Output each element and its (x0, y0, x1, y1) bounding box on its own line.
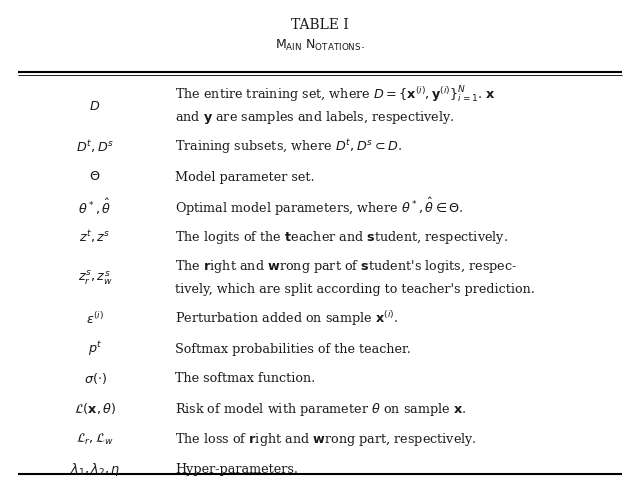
Text: $\epsilon^{(i)}$: $\epsilon^{(i)}$ (86, 311, 104, 327)
Text: $z^t, z^s$: $z^t, z^s$ (79, 229, 111, 245)
Text: Optimal model parameters, where $\theta^*, \hat{\theta} \in \Theta$.: Optimal model parameters, where $\theta^… (175, 196, 463, 218)
Text: and $\mathbf{y}$ are samples and labels, respectively.: and $\mathbf{y}$ are samples and labels,… (175, 109, 454, 126)
Text: $z_r^s, z_w^s$: $z_r^s, z_w^s$ (77, 269, 113, 287)
Text: $D^t, D^s$: $D^t, D^s$ (76, 139, 114, 155)
Text: $\mathrm{M}_{\mathrm{AIN}}\ \mathrm{N}_{\mathrm{OTATIONS}}.$: $\mathrm{M}_{\mathrm{AIN}}\ \mathrm{N}_{… (275, 38, 365, 53)
Text: The entire training set, where $D = \{\mathbf{x}^{(i)}, \mathbf{y}^{(i)}\}_{i=1}: The entire training set, where $D = \{\m… (175, 85, 495, 104)
Text: $p^t$: $p^t$ (88, 340, 102, 358)
Text: Model parameter set.: Model parameter set. (175, 170, 315, 183)
Text: $\Theta$: $\Theta$ (90, 170, 100, 183)
Text: The loss of $\mathbf{r}$ight and $\mathbf{w}$rong part, respectively.: The loss of $\mathbf{r}$ight and $\mathb… (175, 430, 477, 448)
Text: Softmax probabilities of the teacher.: Softmax probabilities of the teacher. (175, 343, 411, 355)
Text: TABLE I: TABLE I (291, 18, 349, 32)
Text: tively, which are split according to teacher's prediction.: tively, which are split according to tea… (175, 283, 535, 296)
Text: The $\mathbf{r}$ight and $\mathbf{w}$rong part of $\mathbf{s}$tudent's logits, r: The $\mathbf{r}$ight and $\mathbf{w}$ron… (175, 258, 517, 275)
Text: $\mathcal{L}(\mathbf{x}, \theta)$: $\mathcal{L}(\mathbf{x}, \theta)$ (74, 402, 116, 416)
Text: Perturbation added on sample $\mathbf{x}^{(i)}$.: Perturbation added on sample $\mathbf{x}… (175, 309, 398, 329)
Text: The softmax function.: The softmax function. (175, 372, 316, 386)
Text: $\lambda_1, \lambda_2, \eta$: $\lambda_1, \lambda_2, \eta$ (70, 461, 120, 477)
Text: Training subsets, where $D^t, D^s \subset D$.: Training subsets, where $D^t, D^s \subse… (175, 138, 402, 156)
Text: $\theta^*, \hat{\theta}$: $\theta^*, \hat{\theta}$ (79, 197, 111, 217)
Text: $\sigma(\cdot)$: $\sigma(\cdot)$ (84, 371, 106, 387)
Text: Hyper-parameters.: Hyper-parameters. (175, 463, 298, 475)
Text: $D$: $D$ (90, 99, 100, 112)
Text: $\mathcal{L}_r, \mathcal{L}_w$: $\mathcal{L}_r, \mathcal{L}_w$ (76, 431, 114, 447)
Text: The logits of the $\mathbf{t}$eacher and $\mathbf{s}$tudent, respectively.: The logits of the $\mathbf{t}$eacher and… (175, 228, 508, 245)
Text: Risk of model with parameter $\theta$ on sample $\mathbf{x}$.: Risk of model with parameter $\theta$ on… (175, 401, 467, 417)
